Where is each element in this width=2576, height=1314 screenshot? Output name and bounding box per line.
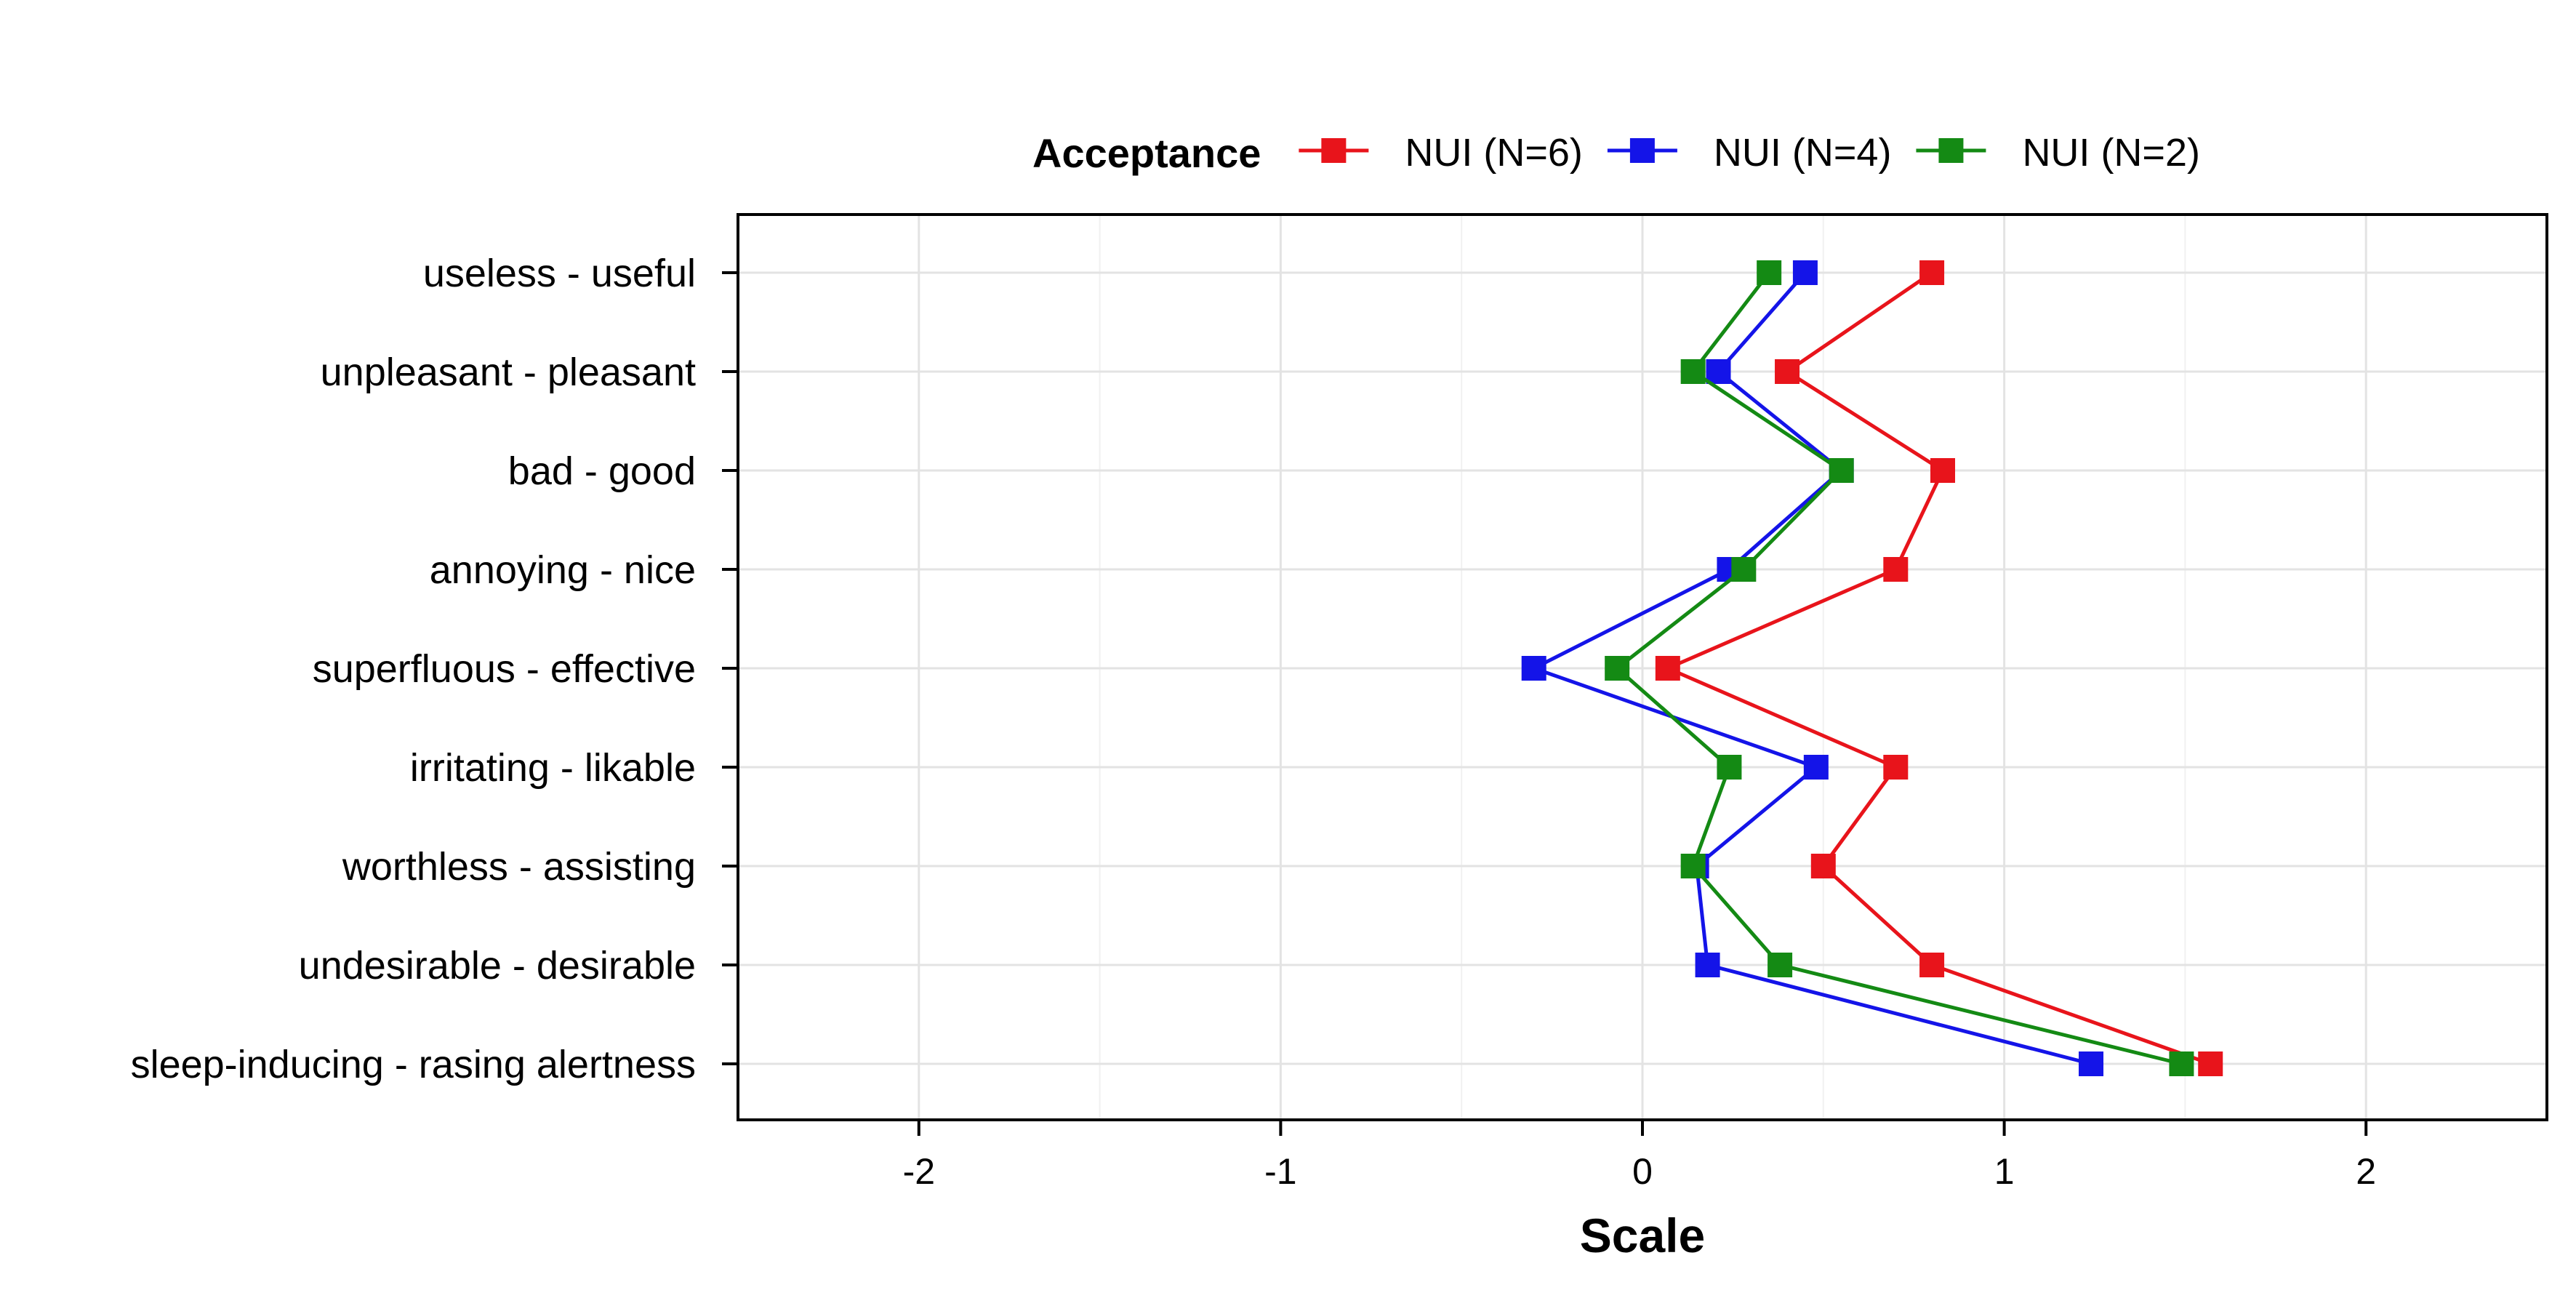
x-axis-title: Scale bbox=[1580, 1209, 1705, 1262]
category-label: sleep-inducing - rasing alertness bbox=[131, 1043, 696, 1086]
category-label: irritating - likable bbox=[410, 746, 696, 790]
category-label: bad - good bbox=[508, 449, 696, 493]
legend-item-1: NUI (N=6) bbox=[1299, 131, 1583, 175]
data-point bbox=[1775, 359, 1800, 384]
x-axis: -2 -1 0 1 2 bbox=[903, 1120, 2376, 1192]
x-tick-label: -2 bbox=[903, 1151, 935, 1192]
series-3 bbox=[1605, 260, 2194, 1076]
category-label: annoying - nice bbox=[430, 548, 696, 592]
category-label: superfluous - effective bbox=[313, 647, 696, 691]
legend-key-marker bbox=[1938, 138, 1964, 163]
legend-item-3: NUI (N=2) bbox=[1916, 131, 2200, 175]
data-point bbox=[1680, 359, 1706, 384]
data-point bbox=[1757, 260, 1782, 285]
grid-lines bbox=[737, 215, 2548, 1120]
data-point bbox=[1829, 458, 1854, 483]
data-point bbox=[2198, 1051, 2223, 1076]
legend-title: Acceptance bbox=[1032, 130, 1261, 176]
legend-label: NUI (N=2) bbox=[2022, 131, 2200, 175]
data-point bbox=[1695, 953, 1720, 977]
legend: Acceptance NUI (N=6) NUI (N=4) NUI (N=2) bbox=[1032, 130, 2200, 176]
x-tick-label: -1 bbox=[1264, 1151, 1296, 1192]
data-point bbox=[1792, 260, 1818, 285]
series-1 bbox=[1655, 260, 2223, 1076]
data-point bbox=[1919, 953, 1945, 977]
x-tick-label: 1 bbox=[1994, 1151, 2015, 1192]
data-point bbox=[1731, 557, 1757, 582]
data-point bbox=[2079, 1051, 2104, 1076]
data-point bbox=[1803, 755, 1829, 780]
data-point bbox=[1605, 656, 1630, 681]
legend-label: NUI (N=4) bbox=[1714, 131, 1892, 175]
y-axis: useless - useful unpleasant - pleasant bad… bbox=[131, 252, 738, 1086]
data-point bbox=[1883, 755, 1909, 780]
legend-key-marker bbox=[1629, 138, 1655, 163]
data-point bbox=[1680, 854, 1706, 878]
data-point bbox=[1655, 656, 1680, 681]
x-tick-label: 0 bbox=[1632, 1151, 1653, 1192]
legend-label: NUI (N=6) bbox=[1405, 131, 1583, 175]
category-label: undesirable - desirable bbox=[299, 944, 696, 987]
x-tick-label: 2 bbox=[2356, 1151, 2376, 1192]
series-layer bbox=[1521, 260, 2223, 1076]
data-point bbox=[1768, 953, 1793, 977]
data-point bbox=[2169, 1051, 2194, 1076]
category-label: worthless - assisting bbox=[342, 845, 696, 889]
data-point bbox=[1810, 854, 1836, 878]
data-point bbox=[1706, 359, 1731, 384]
data-point bbox=[1930, 458, 1956, 483]
legend-key-marker bbox=[1321, 138, 1347, 163]
data-point bbox=[1521, 656, 1546, 681]
legend-item-2: NUI (N=4) bbox=[1607, 131, 1892, 175]
data-point bbox=[1919, 260, 1945, 285]
data-point bbox=[1717, 755, 1742, 780]
category-label: unpleasant - pleasant bbox=[321, 350, 696, 394]
legend-items: NUI (N=6) NUI (N=4) NUI (N=2) bbox=[1299, 131, 2200, 175]
data-point bbox=[1883, 557, 1909, 582]
category-label: useless - useful bbox=[423, 252, 696, 295]
